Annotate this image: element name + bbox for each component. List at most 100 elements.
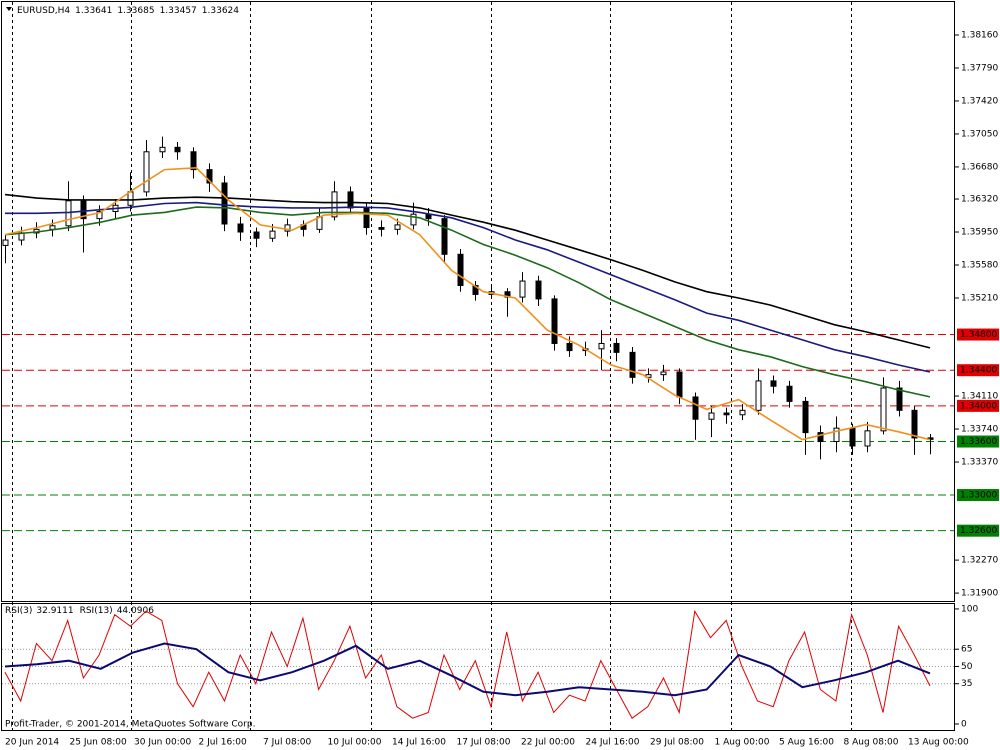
level-tag — [957, 489, 999, 502]
candle-body — [849, 427, 856, 447]
level-tag — [957, 524, 999, 537]
level-tag — [957, 399, 999, 412]
chart-header: EURUSD,H4 1.33641 1.33685 1.33457 1.33624 — [17, 6, 239, 16]
y-tick-label: 1.33370 — [961, 458, 998, 468]
level-tag — [957, 435, 999, 448]
indicator-line — [4, 166, 931, 441]
candle-body — [347, 191, 354, 209]
y-tick-label: 1.37050 — [961, 129, 998, 139]
candle-body — [880, 387, 887, 432]
y-tick-label: 1.36680 — [961, 162, 998, 172]
header-value: RSI(3) — [5, 606, 32, 616]
x-tick-label: 20 Jun 2014 — [5, 738, 59, 748]
x-tick-label: 10 Jul 00:00 — [328, 738, 382, 748]
x-tick-label: 29 Jul 08:00 — [650, 738, 704, 748]
x-tick-label: 2 Jul 16:00 — [199, 738, 248, 748]
y-tick-label: 1.35210 — [961, 293, 998, 303]
y-tick-label: 50 — [961, 662, 973, 672]
y-tick-label: 1.37420 — [961, 96, 998, 106]
level-tag — [957, 328, 999, 341]
rsi-header: RSI(3) 32.9111 RSI(13) 44.0906 — [5, 606, 154, 616]
candle-body — [80, 200, 87, 220]
header-value: EURUSD,H4 — [17, 6, 70, 16]
level-label: 1.33600 — [960, 437, 997, 447]
candle-body — [331, 191, 338, 218]
x-tick-label: 14 Jul 16:00 — [392, 738, 446, 748]
candle-body — [535, 280, 542, 300]
indicator-line — [4, 609, 931, 719]
candle-body — [770, 380, 777, 387]
y-tick-label: 0 — [961, 719, 967, 729]
candle-body — [613, 342, 620, 353]
header-value: 1.33624 — [202, 6, 239, 16]
y-tick-label: 1.38160 — [961, 30, 998, 40]
y-tick-label: 1.32270 — [961, 556, 998, 566]
candle-body — [65, 200, 72, 227]
level-tag — [957, 364, 999, 377]
header-value: RSI(13) — [80, 606, 113, 616]
header-value: 1.33685 — [117, 6, 154, 16]
time-separators — [12, 2, 852, 731]
candle-body — [237, 223, 244, 233]
candle-body — [143, 151, 150, 193]
indicator-line — [5, 201, 931, 373]
header-value: 44.0906 — [117, 606, 154, 616]
candle-body — [802, 400, 809, 434]
candle-body — [692, 396, 699, 420]
y-tick-label: 1.33740 — [961, 425, 998, 435]
candle-body — [190, 151, 197, 171]
x-tick-label: 17 Jul 08:00 — [457, 738, 511, 748]
y-tick-label: 1.35950 — [961, 228, 998, 238]
candle-body — [2, 239, 9, 246]
candle-body — [174, 146, 181, 153]
candle-body — [598, 342, 605, 350]
x-tick-label: 30 Jun 00:00 — [134, 738, 191, 748]
footer: Profit-Trader, © 2001-2014, MetaQuotes S… — [5, 720, 255, 730]
candle-body — [708, 412, 715, 420]
x-tick-label: 22 Jul 00:00 — [521, 738, 575, 748]
candle-body — [629, 351, 636, 378]
level-label: 1.34800 — [960, 330, 997, 340]
x-tick-label: 5 Aug 16:00 — [779, 738, 834, 748]
y-tick-label: 1.34110 — [961, 392, 998, 402]
menu-triangle[interactable] — [6, 7, 12, 11]
main-panel — [1, 1, 955, 602]
candle-body — [566, 342, 573, 352]
candle-body — [206, 169, 213, 184]
candle-body — [833, 427, 840, 443]
candle-body — [159, 146, 166, 153]
y-tick-label: 1.35580 — [961, 261, 998, 271]
candle-body — [755, 380, 762, 411]
x-tick-label: 7 Jul 08:00 — [263, 738, 312, 748]
level-label: 1.34400 — [960, 366, 997, 376]
candle-body — [284, 224, 291, 232]
candle-body — [676, 371, 683, 398]
y-tick-label: 100 — [961, 604, 978, 614]
candle-body — [660, 371, 667, 376]
candle-body — [786, 385, 793, 402]
candle-body — [410, 213, 417, 226]
candle-body — [911, 409, 918, 439]
header-value: 32.9111 — [36, 606, 73, 616]
x-tick-label: 1 Aug 00:00 — [715, 738, 770, 748]
indicator-line — [4, 206, 931, 398]
candle-body — [551, 298, 558, 344]
y-tick-label: 1.37790 — [961, 63, 998, 73]
candle-body — [739, 409, 746, 416]
rsi-panel — [1, 603, 955, 731]
candle-body — [394, 224, 401, 230]
candle-body — [723, 412, 730, 416]
candle-body — [96, 211, 103, 220]
x-tick-label: 13 Aug 00:00 — [908, 738, 969, 748]
y-tick-label: 1.36320 — [961, 195, 998, 205]
candle-body — [378, 227, 385, 230]
y-tick-label: 35 — [961, 679, 972, 689]
candle-body — [519, 280, 526, 298]
candle-body — [127, 191, 134, 206]
level-label: 1.33000 — [960, 491, 997, 501]
candle-body — [817, 432, 824, 443]
y-tick-label: 1.31900 — [961, 589, 998, 599]
x-tick-label: 8 Aug 08:00 — [844, 738, 899, 748]
